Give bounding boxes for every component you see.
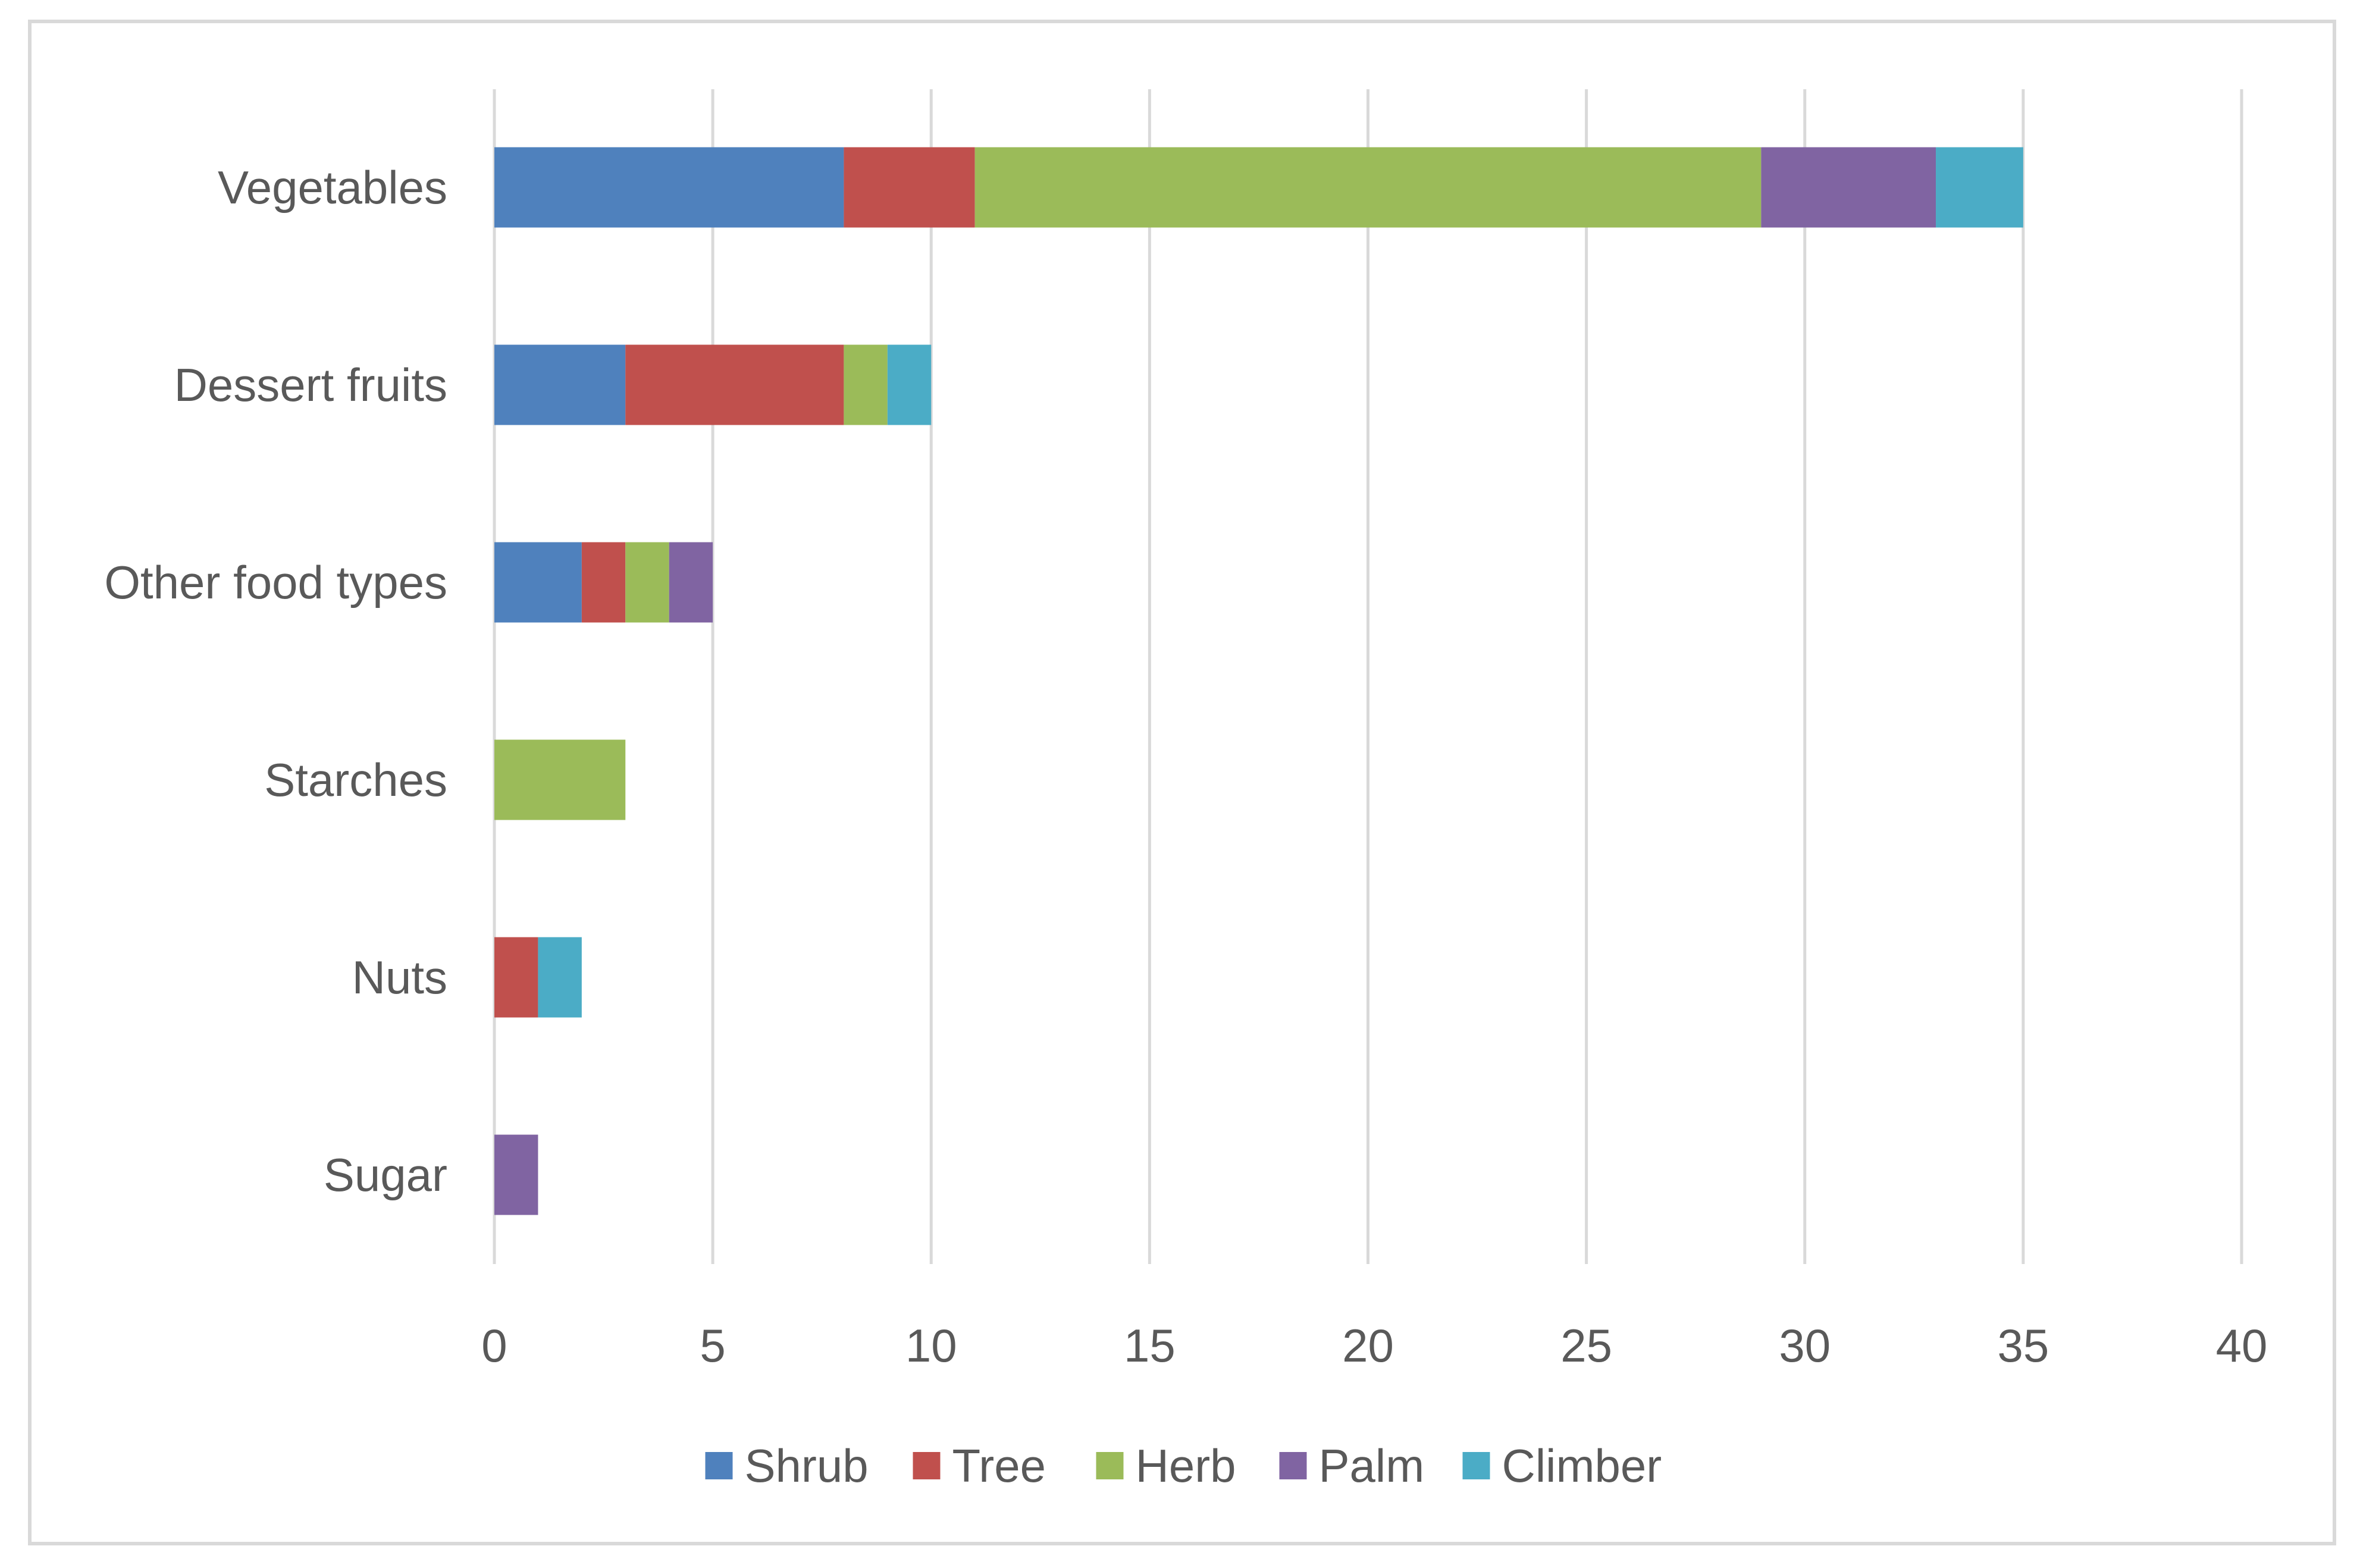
legend-item-shrub: Shrub (705, 1440, 869, 1492)
bar-vegetables-climber (1936, 147, 2023, 228)
category-labels: Vegetables Dessert fruits Other food types… (104, 161, 447, 1201)
legend-label-herb: Herb (1136, 1440, 1236, 1492)
category-label-nuts: Nuts (352, 951, 447, 1003)
legend-swatch-herb (1096, 1452, 1124, 1479)
bar-vegetables-herb (974, 147, 1762, 228)
bar-dessert-fruits-climber (887, 344, 932, 425)
category-label-other-food-types: Other food types (104, 556, 447, 609)
x-tick-label-40: 40 (2216, 1319, 2268, 1372)
bar-nuts-tree (494, 937, 538, 1018)
legend-label-climber: Climber (1502, 1440, 1662, 1492)
category-label-vegetables: Vegetables (218, 161, 447, 214)
gridlines (493, 89, 2243, 1264)
x-tick-label-30: 30 (1779, 1319, 1831, 1372)
bar-other-food-types-tree (581, 542, 626, 623)
legend-swatch-shrub (705, 1452, 733, 1479)
bar-vegetables-palm (1761, 147, 1936, 228)
legend-item-herb: Herb (1096, 1440, 1236, 1492)
bar-dessert-fruits-shrub (494, 344, 626, 425)
legend-label-shrub: Shrub (745, 1440, 869, 1492)
legend-label-tree: Tree (952, 1440, 1046, 1492)
category-label-dessert-fruits: Dessert fruits (174, 359, 447, 411)
x-tick-label-35: 35 (1997, 1319, 2049, 1372)
bar-starches-herb (494, 739, 626, 820)
category-label-sugar: Sugar (324, 1149, 447, 1201)
chart-frame (28, 20, 2336, 1545)
bar-vegetables-tree (844, 147, 975, 228)
legend-item-climber: Climber (1462, 1440, 1662, 1492)
x-tick-label-5: 5 (700, 1319, 725, 1372)
legend-swatch-climber (1462, 1452, 1490, 1479)
bar-dessert-fruits-herb (844, 344, 888, 425)
x-axis-tick-labels: 0 5 10 15 20 25 30 35 40 (481, 1319, 2267, 1372)
x-tick-label-20: 20 (1342, 1319, 1394, 1372)
legend: Shrub Tree Herb Palm Climber (705, 1440, 1662, 1492)
category-label-starches: Starches (264, 754, 447, 806)
bar-nuts-climber (538, 937, 582, 1018)
legend-item-palm: Palm (1279, 1440, 1425, 1492)
bar-other-food-types-shrub (494, 542, 582, 623)
legend-swatch-tree (913, 1452, 941, 1479)
bar-sugar-palm (494, 1134, 538, 1215)
legend-swatch-palm (1279, 1452, 1307, 1479)
bar-other-food-types-palm (669, 542, 713, 623)
bar-dessert-fruits-tree (625, 344, 844, 425)
bars (494, 147, 2023, 1215)
bar-other-food-types-herb (625, 542, 669, 623)
x-tick-label-15: 15 (1124, 1319, 1176, 1372)
bar-vegetables-shrub (494, 147, 844, 228)
legend-label-palm: Palm (1319, 1440, 1425, 1492)
x-tick-label-25: 25 (1560, 1319, 1612, 1372)
x-tick-label-10: 10 (905, 1319, 957, 1372)
x-tick-label-0: 0 (481, 1319, 507, 1372)
legend-item-tree: Tree (913, 1440, 1046, 1492)
